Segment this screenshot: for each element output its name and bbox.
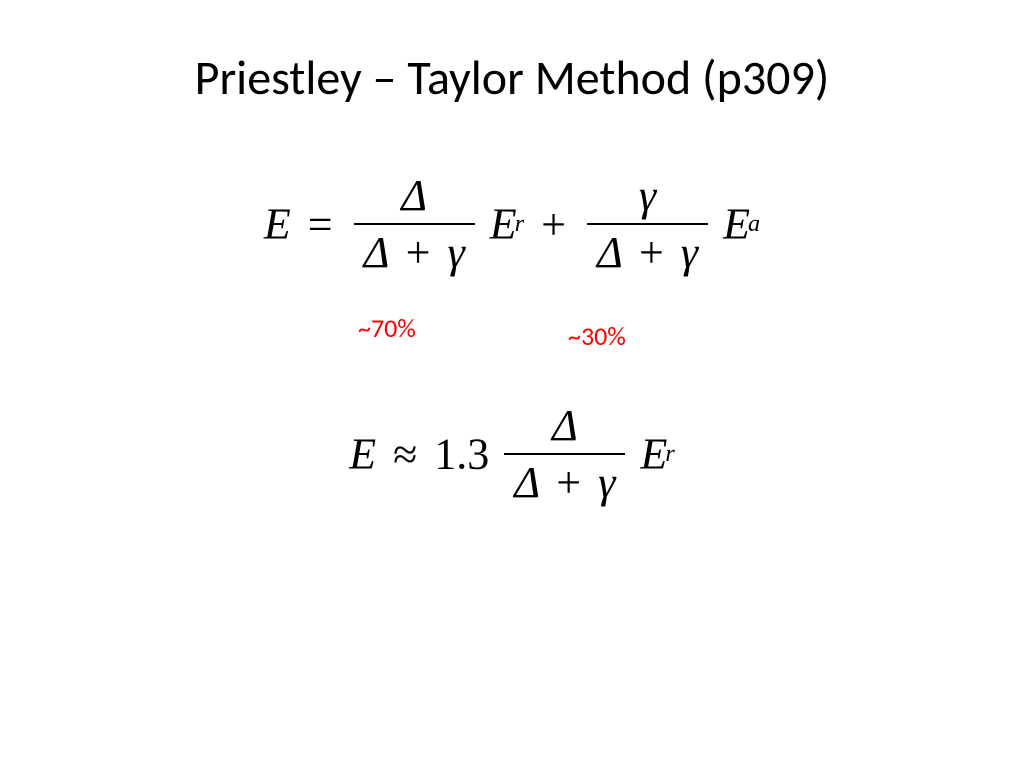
- annotation-70pct: ~70%: [358, 312, 416, 344]
- eq1-lhs: E: [264, 200, 291, 249]
- eq1-plus: +: [541, 200, 566, 249]
- page-title: Priestley – Taylor Method (p309): [0, 48, 1024, 107]
- eq2-lhs: E: [349, 430, 376, 479]
- eq2-fraction: Δ Δ + γ: [504, 400, 625, 508]
- slide: Priestley – Taylor Method (p309) E = Δ Δ…: [0, 0, 1024, 768]
- equation-1: E = Δ Δ + γ Er + γ Δ + γ Ea: [0, 170, 1024, 278]
- eq1-frac1-den-plus: +: [406, 228, 431, 277]
- eq1-fraction-2: γ Δ + γ: [587, 170, 708, 278]
- eq2-frac-num: Δ: [552, 401, 578, 450]
- equation-2: E ≈ 1.3 Δ Δ + γ Er: [0, 400, 1024, 508]
- eq1-frac2-den-delta: Δ: [597, 228, 622, 277]
- eq2-term-var: E: [640, 430, 667, 479]
- eq1-frac1-den-delta: Δ: [364, 228, 389, 277]
- eq1-frac1-num: Δ: [401, 171, 427, 220]
- eq1-equals: =: [308, 200, 333, 249]
- annotation-30pct: ~30%: [568, 320, 626, 352]
- eq1-frac2-num: γ: [639, 171, 656, 220]
- eq1-fraction-1: Δ Δ + γ: [354, 170, 475, 278]
- eq2-frac-den-delta: Δ: [514, 458, 539, 507]
- eq2-frac-den-plus: +: [556, 458, 581, 507]
- eq2-coef: 1.3: [434, 430, 489, 479]
- eq2-term-sub: r: [665, 440, 674, 467]
- eq1-frac2-den-plus: +: [639, 228, 664, 277]
- eq1-term2-sub: a: [748, 210, 760, 237]
- eq2-approx: ≈: [393, 430, 417, 479]
- eq1-term1-sub: r: [515, 210, 524, 237]
- eq1-term2-var: E: [723, 200, 750, 249]
- eq1-term1-var: E: [490, 200, 517, 249]
- eq1-frac2-den-gamma: γ: [681, 228, 698, 277]
- eq1-frac1-den-gamma: γ: [447, 228, 464, 277]
- eq2-frac-den-gamma: γ: [598, 458, 615, 507]
